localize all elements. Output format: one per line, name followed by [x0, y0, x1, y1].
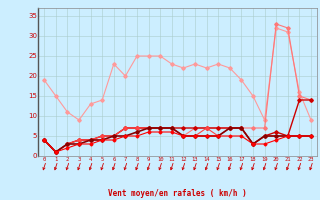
- Text: Vent moyen/en rafales ( km/h ): Vent moyen/en rafales ( km/h ): [108, 189, 247, 198]
